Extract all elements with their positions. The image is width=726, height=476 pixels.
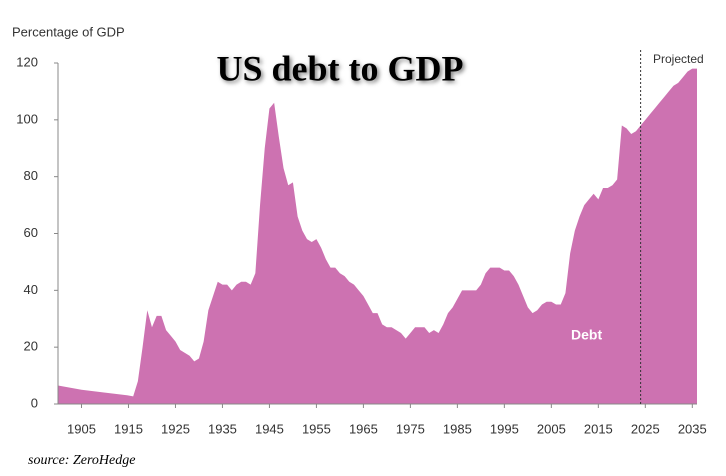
x-tick-label: 2005 [537,421,566,436]
y-tick-label: 20 [24,339,38,354]
projected-label: Projected [653,52,704,66]
source: source: ZeroHedge [28,453,135,468]
x-tick-label: 1995 [490,421,519,436]
x-tick-label: 1965 [349,421,378,436]
x-tick-label: 1925 [161,421,190,436]
y-tick-label: 80 [24,168,38,183]
y-tick-label: 40 [24,282,38,297]
y-tick-label: 0 [31,395,38,410]
x-tick-label: 2035 [678,421,707,436]
x-tick-label: 1935 [208,421,237,436]
series-label: Debt [571,327,602,343]
chart-title: US debt to GDP [216,48,463,88]
y-tick-label: 120 [16,54,38,69]
y-tick-label: 60 [24,225,38,240]
x-tick-label: 2025 [631,421,660,436]
x-tick-label: 1945 [255,421,284,436]
x-tick-label: 1905 [67,421,96,436]
x-tick-label: 1985 [443,421,472,436]
area [58,68,697,404]
y-axis-label: Percentage of GDP [12,24,125,39]
x-tick-label: 2015 [584,421,613,436]
x-tick-label: 1955 [302,421,331,436]
y-tick-label: 100 [16,111,38,126]
x-tick-label: 1975 [396,421,425,436]
x-tick-label: 1915 [114,421,143,436]
